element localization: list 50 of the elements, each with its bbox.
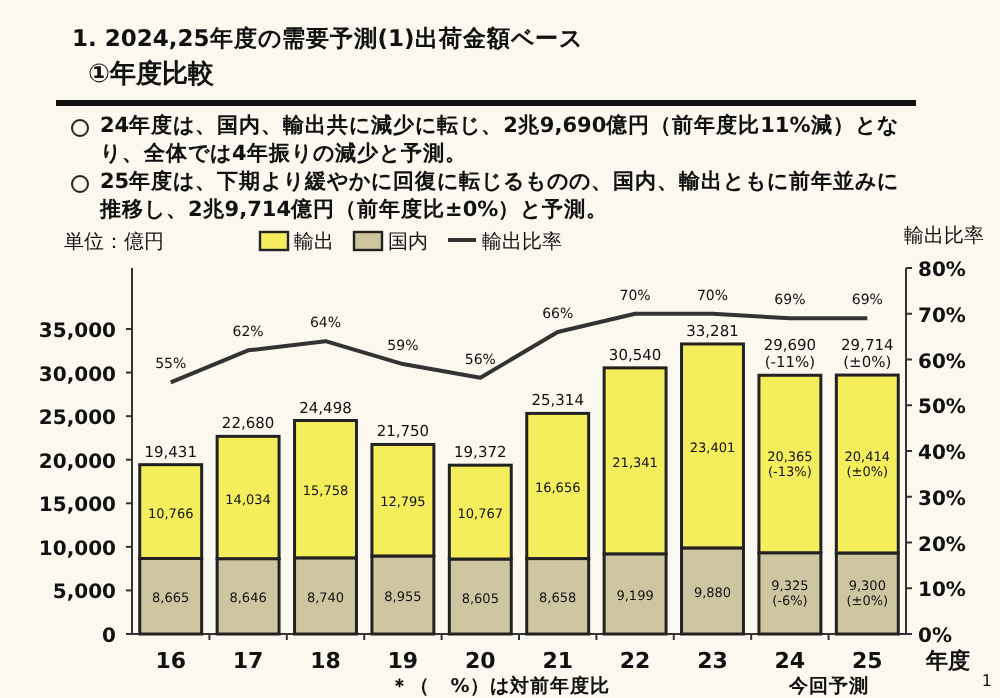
x-tick-label: 18 xyxy=(310,648,341,674)
y-axis-title: 単位：億円 xyxy=(64,230,164,254)
x-tick-label: 17 xyxy=(232,648,264,674)
y2-tick-label: 20% xyxy=(918,534,966,557)
x-tick-label: 25 xyxy=(851,648,883,674)
bar xyxy=(757,373,823,555)
x-tick-label: 21 xyxy=(542,648,574,674)
bar xyxy=(602,366,668,556)
x-tick-label: 24 xyxy=(774,648,806,674)
bar xyxy=(138,463,204,560)
y-tick-label: 30,000 xyxy=(38,364,117,387)
x-tick-label: 19 xyxy=(387,648,419,674)
y-tick-label: 35,000 xyxy=(38,321,117,343)
x-tick-label: 20 xyxy=(464,648,497,674)
text: 1 xyxy=(981,672,992,690)
y-tick-label: 20,000 xyxy=(38,451,117,474)
y-tick-label: 5,000 xyxy=(52,582,117,605)
x-axis-title: 年度 xyxy=(924,648,970,674)
text: 今回予測 xyxy=(786,674,869,698)
chart-title: 1. 2024,25年度の需要予測(1)出荷金額ベース xyxy=(72,24,583,54)
legend-label: 輸出 xyxy=(294,230,334,254)
legend-label: 輸出比率 xyxy=(482,230,562,254)
y-tick-label: 0 xyxy=(102,626,117,648)
x-tick-label: 16 xyxy=(155,648,187,674)
bar xyxy=(215,434,281,561)
bar xyxy=(525,411,591,561)
text: 25年度は、下期より緩やかに回復に転じるものの、国内、輸出ともに前年並みに推移し、2兆9,714億円（前年度比±0%）と予測。 xyxy=(100,168,902,224)
bar xyxy=(834,373,900,555)
legend-label: 国内 xyxy=(388,230,428,254)
y2-tick-label: 10% xyxy=(918,580,966,603)
bar xyxy=(680,342,745,550)
bar xyxy=(370,442,436,558)
y2-tick-label: 30% xyxy=(918,488,966,511)
y-tick-label: 15,000 xyxy=(38,495,117,518)
y2-tick-label: 70% xyxy=(918,305,966,328)
text: ＊（ %）は対前年度比 xyxy=(390,674,610,698)
y2-tick-label: 50% xyxy=(918,397,966,420)
bar xyxy=(293,419,358,560)
y2-tick-label: 80% xyxy=(918,260,966,282)
y2-tick-label: 0% xyxy=(918,626,952,648)
y2-axis-title: 輸出比率 xyxy=(904,224,984,248)
y-tick-label: 25,000 xyxy=(38,408,117,431)
text: 24年度は、国内、輸出共に減少に転じ、2兆9,690億円（前年度比11%減）となり、全体では4年振りの減少と予測。 xyxy=(100,112,901,168)
bar xyxy=(447,463,513,561)
y-tick-label: 10,000 xyxy=(38,538,117,561)
chart-subtitle: ①年度比較 xyxy=(88,57,215,92)
y2-tick-label: 40% xyxy=(918,443,966,465)
x-tick-label: 22 xyxy=(619,648,651,674)
x-tick-label: 23 xyxy=(697,648,728,674)
y2-tick-label: 60% xyxy=(918,351,966,374)
